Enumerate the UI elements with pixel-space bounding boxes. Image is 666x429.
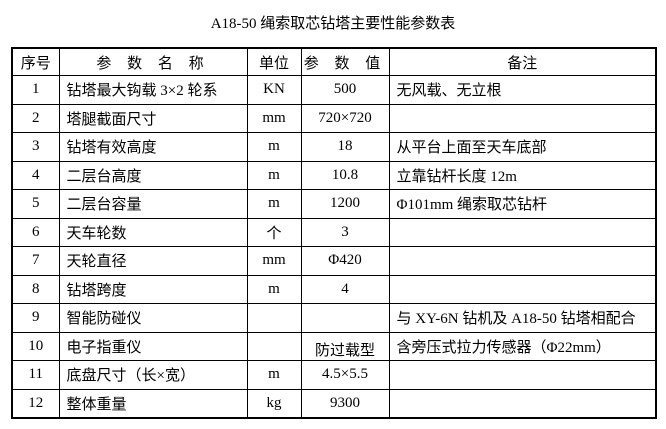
cell-name: 智能防碰仪 xyxy=(58,303,248,333)
cell-value: 1200 xyxy=(300,189,390,219)
cell-value: 18 xyxy=(300,132,390,162)
cell-value: 10.8 xyxy=(300,160,390,190)
cell-name: 钻塔有效高度 xyxy=(58,132,248,162)
cell-no: 12 xyxy=(11,388,60,419)
cell-unit: mm xyxy=(246,246,302,276)
cell-unit: mm xyxy=(246,103,302,133)
table-row: 10 电子指重仪 防过载型 含旁压式拉力传感器（Φ22mm） xyxy=(11,331,657,361)
cell-note xyxy=(388,274,657,304)
cell-unit: m xyxy=(246,274,302,304)
cell-name: 二层台容量 xyxy=(58,189,248,219)
table-row: 7 天轮直径 mm Φ420 xyxy=(11,246,657,276)
cell-no: 4 xyxy=(11,160,60,190)
table-row: 2 塔腿截面尺寸 mm 720×720 xyxy=(11,103,657,133)
cell-note: Φ101mm 绳索取芯钻杆 xyxy=(388,189,657,219)
cell-name: 电子指重仪 xyxy=(58,331,248,361)
cell-name: 底盘尺寸（长×宽） xyxy=(58,360,248,390)
cell-no: 7 xyxy=(11,246,60,276)
cell-value: 720×720 xyxy=(300,103,390,133)
table-header-row: 序号 参 数 名 称 单位 参 数 值 备注 xyxy=(11,47,657,76)
cell-name: 天车轮数 xyxy=(58,217,248,247)
table-row: 11 底盘尺寸（长×宽） m 4.5×5.5 xyxy=(11,360,657,390)
document-title: A18-50 绳索取芯钻塔主要性能参数表 xyxy=(210,16,456,32)
cell-unit xyxy=(246,331,302,361)
header-no: 序号 xyxy=(11,47,60,76)
cell-unit: 个 xyxy=(246,217,302,247)
cell-name: 钻塔最大钩载 3×2 轮系 xyxy=(58,75,248,105)
cell-no: 2 xyxy=(11,103,60,133)
cell-value: 9300 xyxy=(300,388,390,419)
table-row: 4 二层台高度 m 10.8 立靠钻杆长度 12m xyxy=(11,160,657,190)
cell-unit xyxy=(246,303,302,333)
header-unit: 单位 xyxy=(246,47,302,76)
cell-name: 钻塔跨度 xyxy=(58,274,248,304)
cell-value: 4 xyxy=(300,274,390,304)
table-row: 8 钻塔跨度 m 4 xyxy=(11,274,657,304)
cell-name: 塔腿截面尺寸 xyxy=(58,103,248,133)
cell-value: Φ420 xyxy=(300,246,390,276)
cell-value: 防过载型 xyxy=(300,331,390,361)
table-row: 1 钻塔最大钩载 3×2 轮系 KN 500 无风载、无立根 xyxy=(11,75,657,105)
table-row: 9 智能防碰仪 与 XY-6N 钻机及 A18-50 钻塔相配合 xyxy=(11,303,657,333)
cell-no: 10 xyxy=(11,331,60,361)
header-value: 参 数 值 xyxy=(300,47,390,76)
cell-note: 无风载、无立根 xyxy=(388,75,657,105)
cell-note: 与 XY-6N 钻机及 A18-50 钻塔相配合 xyxy=(388,303,657,333)
cell-unit: kg xyxy=(246,388,302,419)
cell-no: 11 xyxy=(11,360,60,390)
cell-unit: m xyxy=(246,189,302,219)
cell-note xyxy=(388,103,657,133)
cell-note xyxy=(388,217,657,247)
cell-unit: KN xyxy=(246,75,302,105)
table-row: 6 天车轮数个 3 xyxy=(11,217,657,247)
cell-note: 从平台上面至天车底部 xyxy=(388,132,657,162)
cell-note xyxy=(388,388,657,419)
cell-unit: m xyxy=(246,160,302,190)
cell-note xyxy=(388,246,657,276)
cell-no: 6 xyxy=(11,217,60,247)
cell-name: 整体重量 xyxy=(58,388,248,419)
cell-no: 1 xyxy=(11,75,60,105)
table-row: 12 整体重量 kg 9300 xyxy=(11,388,657,419)
cell-no: 9 xyxy=(11,303,60,333)
cell-note: 含旁压式拉力传感器（Φ22mm） xyxy=(388,331,657,361)
table-row: 5 二层台容量 m 1200 Φ101mm 绳索取芯钻杆 xyxy=(11,189,657,219)
cell-no: 3 xyxy=(11,132,60,162)
cell-value xyxy=(300,303,390,333)
cell-value: 500 xyxy=(300,75,390,105)
cell-value: 3 xyxy=(300,217,390,247)
cell-note xyxy=(388,360,657,390)
cell-note: 立靠钻杆长度 12m xyxy=(388,160,657,190)
cell-value: 4.5×5.5 xyxy=(300,360,390,390)
parameter-table: 序号 参 数 名 称 单位 参 数 值 备注 1 钻塔最大钩载 3×2 轮系 KN 5… xyxy=(11,47,657,419)
cell-unit: m xyxy=(246,360,302,390)
cell-no: 8 xyxy=(11,274,60,304)
header-note: 备注 xyxy=(388,47,657,76)
header-name: 参 数 名 称 xyxy=(58,47,248,76)
cell-unit: m xyxy=(246,132,302,162)
cell-no: 5 xyxy=(11,189,60,219)
table-row: 3 钻塔有效高度 m 18 从平台上面至天车底部 xyxy=(11,132,657,162)
cell-name: 天轮直径 xyxy=(58,246,248,276)
cell-name: 二层台高度 xyxy=(58,160,248,190)
